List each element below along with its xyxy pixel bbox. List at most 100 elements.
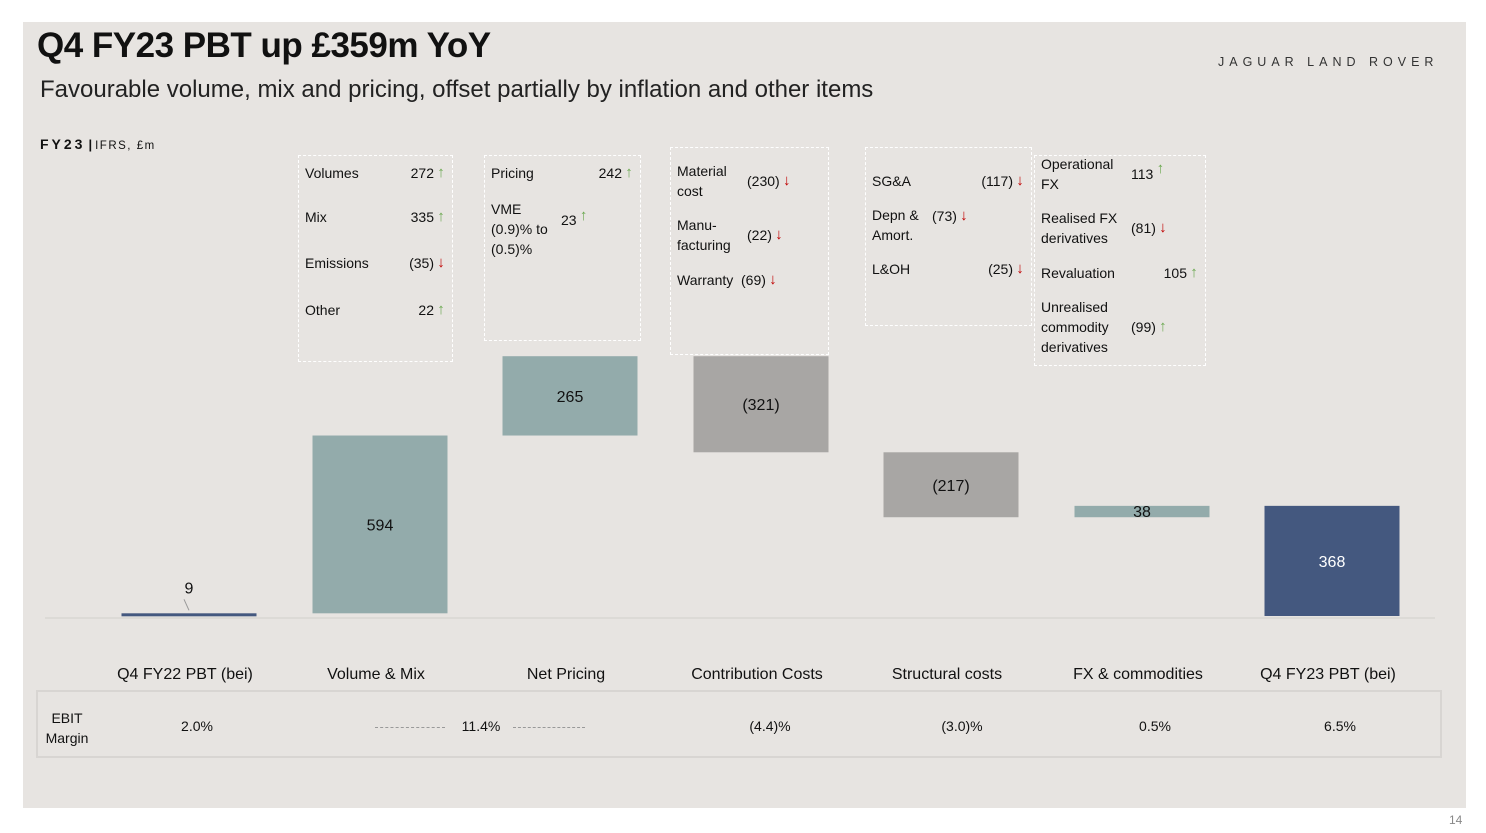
breakdown-item-label: Revaluation (1041, 265, 1115, 281)
down-arrow-icon: ↓ (437, 254, 445, 271)
breakdown-item-value: (22) (747, 227, 772, 243)
breakdown-item-value: (35) (409, 255, 434, 271)
breakdown-item: Manu-facturing (22) ↓ (677, 215, 822, 255)
ebit-margin-connector (375, 727, 445, 728)
breakdown-item: Warranty (69) ↓ (677, 270, 822, 290)
down-arrow-icon: ↓ (1016, 172, 1024, 189)
up-arrow-icon: ↑ (1156, 160, 1165, 177)
reporting-basis: FY23 | IFRS, £m (40, 136, 156, 152)
category-label: Contribution Costs (691, 666, 823, 683)
up-arrow-icon: ↑ (1159, 318, 1167, 335)
breakdown-item-value: (117) (981, 173, 1013, 189)
breakdown-item: Revaluation 105 ↑ (1041, 263, 1199, 283)
ebit-margin-table: EBIT Margin 2.0% 11.4% (4.4)% (3.0)% 0.5… (36, 690, 1442, 758)
breakdown-item-label: Pricing (491, 165, 534, 181)
breakdown-item: Realised FX derivatives (81) ↓ (1041, 208, 1199, 248)
breakdown-item-label: Manu-facturing (677, 217, 731, 253)
chart-bar-labels: 9 594 265 (321) (217) 38 368 (183, 389, 1346, 611)
breakdown-item-label: SG&A (872, 173, 911, 189)
bar-1 (121, 613, 257, 617)
breakdown-item: Depn & Amort. (73) ↓ (872, 205, 1025, 245)
breakdown-item-value: 335 (410, 209, 434, 225)
bar-value-label: 38 (1133, 504, 1151, 521)
breakdown-item-label: Realised FX derivatives (1041, 210, 1118, 246)
category-label: Volume & Mix (327, 666, 425, 683)
ebit-margin-value: 2.0% (181, 718, 213, 734)
bar-value-label: 594 (367, 517, 394, 534)
page-subtitle: Favourable volume, mix and pricing, offs… (40, 76, 874, 103)
ebit-margin-label: EBIT Margin (45, 710, 89, 746)
breakdown-box-contribution-costs: Material cost (230) ↓ Manu-facturing (22… (670, 147, 829, 355)
bar-4 (693, 356, 829, 453)
down-arrow-icon: ↓ (782, 172, 791, 189)
breakdown-item-label: Warranty (677, 272, 734, 288)
bar-value-label: (217) (932, 478, 969, 495)
category-label: Q4 FY22 PBT (bei) (117, 666, 253, 683)
breakdown-item-value: 105 (1163, 265, 1187, 281)
category-label: Structural costs (891, 666, 1003, 683)
ebit-margin-value: 0.5% (1139, 718, 1171, 734)
breakdown-item-label: L&OH (872, 261, 911, 277)
breakdown-item-label: Depn & Amort. (872, 207, 919, 243)
up-arrow-icon: ↑ (437, 208, 445, 225)
breakdown-item-value: (69) (741, 272, 766, 288)
up-arrow-icon: ↑ (1190, 264, 1198, 281)
breakdown-item-label: Emissions (305, 255, 369, 271)
category-label: FX & commodities (1073, 666, 1203, 683)
basis-separator: | (88, 137, 93, 152)
breakdown-item-value: 22 (418, 302, 434, 318)
breakdown-item: VME (0.9)% to (0.5)% 23 ↑ (491, 199, 634, 259)
page-title: Q4 FY23 PBT up £359m YoY (37, 26, 491, 65)
down-arrow-icon: ↓ (1159, 219, 1167, 236)
down-arrow-icon: ↓ (775, 226, 783, 243)
bar-3 (502, 356, 638, 436)
breakdown-item-value: (230) (747, 173, 780, 189)
bar-value-label: 368 (1319, 554, 1346, 571)
brand-logo: JAGUAR LAND ROVER (1218, 55, 1439, 69)
bar-5 (883, 452, 1019, 518)
breakdown-item: SG&A (117) ↓ (872, 171, 1025, 191)
breakdown-item-value: 242 (598, 165, 622, 181)
breakdown-item: Pricing 242 ↑ (491, 163, 634, 183)
breakdown-item-value: (25) (988, 261, 1013, 277)
breakdown-item: Operational FX 113 ↑ (1041, 154, 1199, 194)
ebit-margin-value: (3.0)% (941, 718, 983, 734)
bar-value-label: 9 (185, 580, 194, 597)
breakdown-box-volume-mix: Volumes 272 ↑ Mix 335 ↑ Emissions (35) ↓… (298, 155, 453, 362)
category-label: Q4 FY23 PBT (bei) (1260, 666, 1396, 683)
basis-unit: IFRS, £m (95, 140, 156, 152)
bar-2 (312, 435, 448, 614)
breakdown-item: Unrealised commodity derivatives (99) ↑ (1041, 297, 1199, 357)
breakdown-item-value: (73) (932, 208, 957, 224)
page-number: 14 (1449, 813, 1463, 827)
breakdown-item: Emissions (35) ↓ (305, 253, 446, 273)
breakdown-item-label: Volumes (305, 165, 359, 181)
breakdown-item: Mix 335 ↑ (305, 207, 446, 227)
breakdown-item-value: 272 (410, 165, 434, 181)
ebit-margin-value: 11.4% (461, 718, 501, 734)
breakdown-item-label: Operational FX (1041, 156, 1114, 192)
breakdown-item: Material cost (230) ↓ (677, 161, 822, 201)
breakdown-item-label: Material cost (677, 163, 727, 199)
breakdown-item-value: (99) (1131, 319, 1156, 335)
bar-value-label: 265 (557, 389, 584, 406)
ebit-margin-value: (4.4)% (749, 718, 791, 734)
down-arrow-icon: ↓ (1016, 260, 1024, 277)
breakdown-item-value: 23 (561, 212, 577, 228)
breakdown-box-structural-costs: SG&A (117) ↓ Depn & Amort. (73) ↓ L&OH (… (865, 147, 1032, 326)
category-label: Net Pricing (526, 666, 606, 683)
up-arrow-icon: ↑ (625, 164, 633, 181)
ebit-margin-connector (513, 727, 585, 728)
up-arrow-icon: ↑ (437, 301, 445, 318)
breakdown-item-label: Other (305, 302, 341, 318)
label-leader-line (183, 599, 190, 611)
breakdown-item: Other 22 ↑ (305, 300, 446, 320)
breakdown-item-label: Unrealised commodity derivatives (1041, 299, 1109, 355)
bar-6 (1074, 505, 1210, 518)
basis-period: FY23 (40, 136, 86, 152)
bar-value-label: (321) (742, 397, 779, 414)
breakdown-item: L&OH (25) ↓ (872, 259, 1025, 279)
down-arrow-icon: ↓ (960, 207, 968, 224)
breakdown-box-net-pricing: Pricing 242 ↑ VME (0.9)% to (0.5)% 23 ↑ (484, 155, 641, 341)
